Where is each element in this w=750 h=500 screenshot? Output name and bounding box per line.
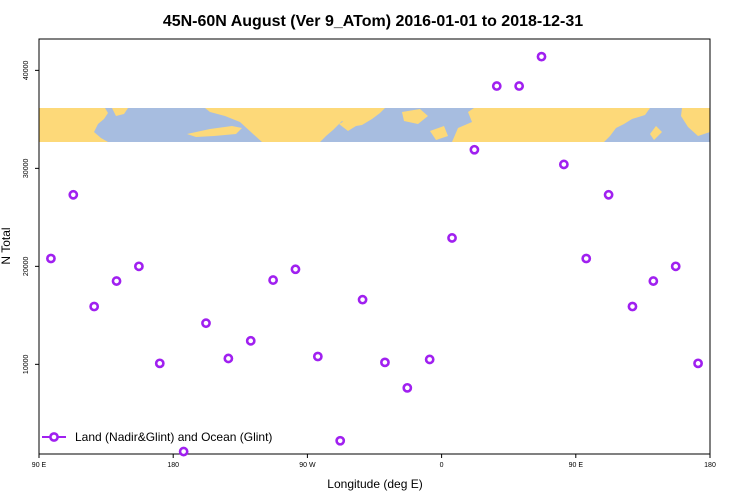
y-tick-label: 30000: [23, 159, 30, 179]
y-tick-label: 40000: [23, 61, 30, 81]
data-point: [491, 81, 502, 91]
data-point: [154, 358, 165, 369]
legend-marker: [49, 432, 59, 442]
data-point: [89, 301, 100, 312]
data-point: [357, 294, 368, 305]
data-point: [648, 276, 659, 286]
land-shape: [39, 108, 108, 142]
data-point: [245, 335, 256, 346]
data-point: [68, 189, 79, 200]
data-point: [201, 318, 211, 329]
land-shape: [339, 118, 356, 131]
land-shape: [402, 109, 428, 124]
x-tick-label: 90 W: [299, 462, 316, 469]
plot-area-frame: [38, 38, 711, 455]
x-tick-label: 180: [704, 462, 716, 469]
legend: Land (Nadir&Glint) and Ocean (Glint): [42, 430, 272, 444]
data-point: [536, 51, 547, 62]
land-shape: [112, 108, 128, 116]
x-tick-label: 90 E: [569, 462, 584, 469]
data-point: [581, 253, 592, 264]
data-point: [558, 159, 569, 170]
x-tick-label: 0: [440, 462, 444, 469]
data-point: [223, 353, 234, 364]
land-shape: [681, 108, 710, 136]
land-shape: [650, 126, 662, 140]
data-point: [447, 233, 457, 243]
x-axis-label: Longitude (deg E): [327, 477, 422, 491]
data-points: [46, 51, 703, 457]
data-point: [312, 351, 323, 362]
y-axis: 10000 20000 30000 40000: [23, 61, 39, 374]
data-point: [603, 189, 614, 200]
data-point: [46, 253, 56, 264]
y-axis-label: N Total: [0, 227, 13, 264]
land-shape: [430, 126, 448, 140]
x-tick-label: 180: [167, 462, 179, 469]
data-point: [178, 446, 189, 457]
data-point: [693, 358, 703, 369]
data-point: [134, 261, 144, 272]
map-band: [39, 108, 710, 142]
x-tick-label: 90 E: [32, 462, 47, 469]
data-point: [268, 275, 279, 285]
data-point: [290, 264, 301, 275]
land-shape: [452, 108, 650, 142]
data-point: [670, 261, 681, 272]
data-point: [424, 354, 435, 365]
data-point: [380, 357, 390, 368]
x-axis: 90 E 180 90 W 0 90 E 180: [32, 454, 716, 469]
data-point: [469, 144, 480, 155]
land-shape: [187, 126, 242, 137]
data-point: [335, 435, 346, 446]
y-tick-label: 20000: [23, 257, 30, 277]
map-band-land: [39, 108, 710, 142]
data-point: [514, 81, 525, 91]
data-point: [402, 382, 413, 393]
chart-title: 45N-60N August (Ver 9_ATom) 2016-01-01 t…: [163, 13, 583, 30]
y-tick-label: 10000: [23, 354, 30, 374]
legend-label: Land (Nadir&Glint) and Ocean (Glint): [75, 430, 272, 444]
data-point: [111, 276, 122, 286]
data-point: [627, 301, 638, 312]
land-shape: [205, 108, 385, 142]
